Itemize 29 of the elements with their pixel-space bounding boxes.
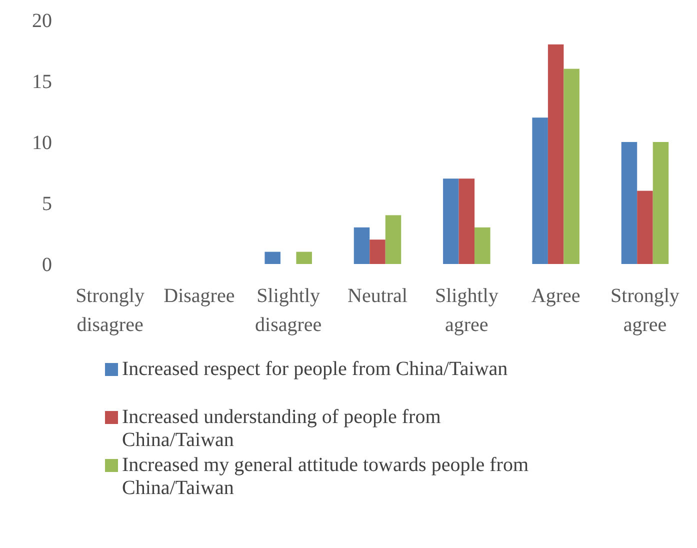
x-tick-label: Slightly agree bbox=[434, 285, 498, 336]
y-tick-label: 10 bbox=[32, 132, 52, 154]
x-tick-label: Strongly disagree bbox=[76, 285, 144, 336]
x-tick-label: Slightly disagree bbox=[255, 285, 322, 336]
bar bbox=[385, 215, 402, 264]
bar bbox=[443, 178, 459, 264]
legend-label: Increased respect for people from China/Taiwan bbox=[122, 358, 508, 380]
bar bbox=[637, 190, 653, 264]
bar bbox=[354, 227, 370, 264]
x-tick-label: Agree bbox=[531, 285, 580, 307]
legend-label: Increased my general attitude towards people from China/Taiwan bbox=[122, 454, 529, 499]
x-tick-label: Neutral bbox=[348, 285, 408, 307]
bar bbox=[564, 68, 580, 264]
y-tick-label: 15 bbox=[32, 71, 52, 93]
x-tick-label: Disagree bbox=[164, 285, 235, 307]
bar bbox=[264, 252, 280, 264]
bar bbox=[532, 118, 548, 264]
y-tick-label: 20 bbox=[32, 10, 52, 32]
bar bbox=[474, 227, 490, 264]
legend-label: Increased understanding of people from China/Taiwan bbox=[122, 406, 442, 451]
y-tick-label: 5 bbox=[42, 193, 52, 215]
x-tick-label: Strongly agree bbox=[610, 285, 680, 336]
bar bbox=[621, 142, 638, 264]
bar bbox=[296, 252, 312, 264]
bar bbox=[548, 44, 564, 264]
bar bbox=[458, 178, 475, 264]
bar bbox=[652, 142, 669, 264]
y-tick-label: 0 bbox=[42, 254, 52, 276]
bar bbox=[370, 240, 386, 264]
